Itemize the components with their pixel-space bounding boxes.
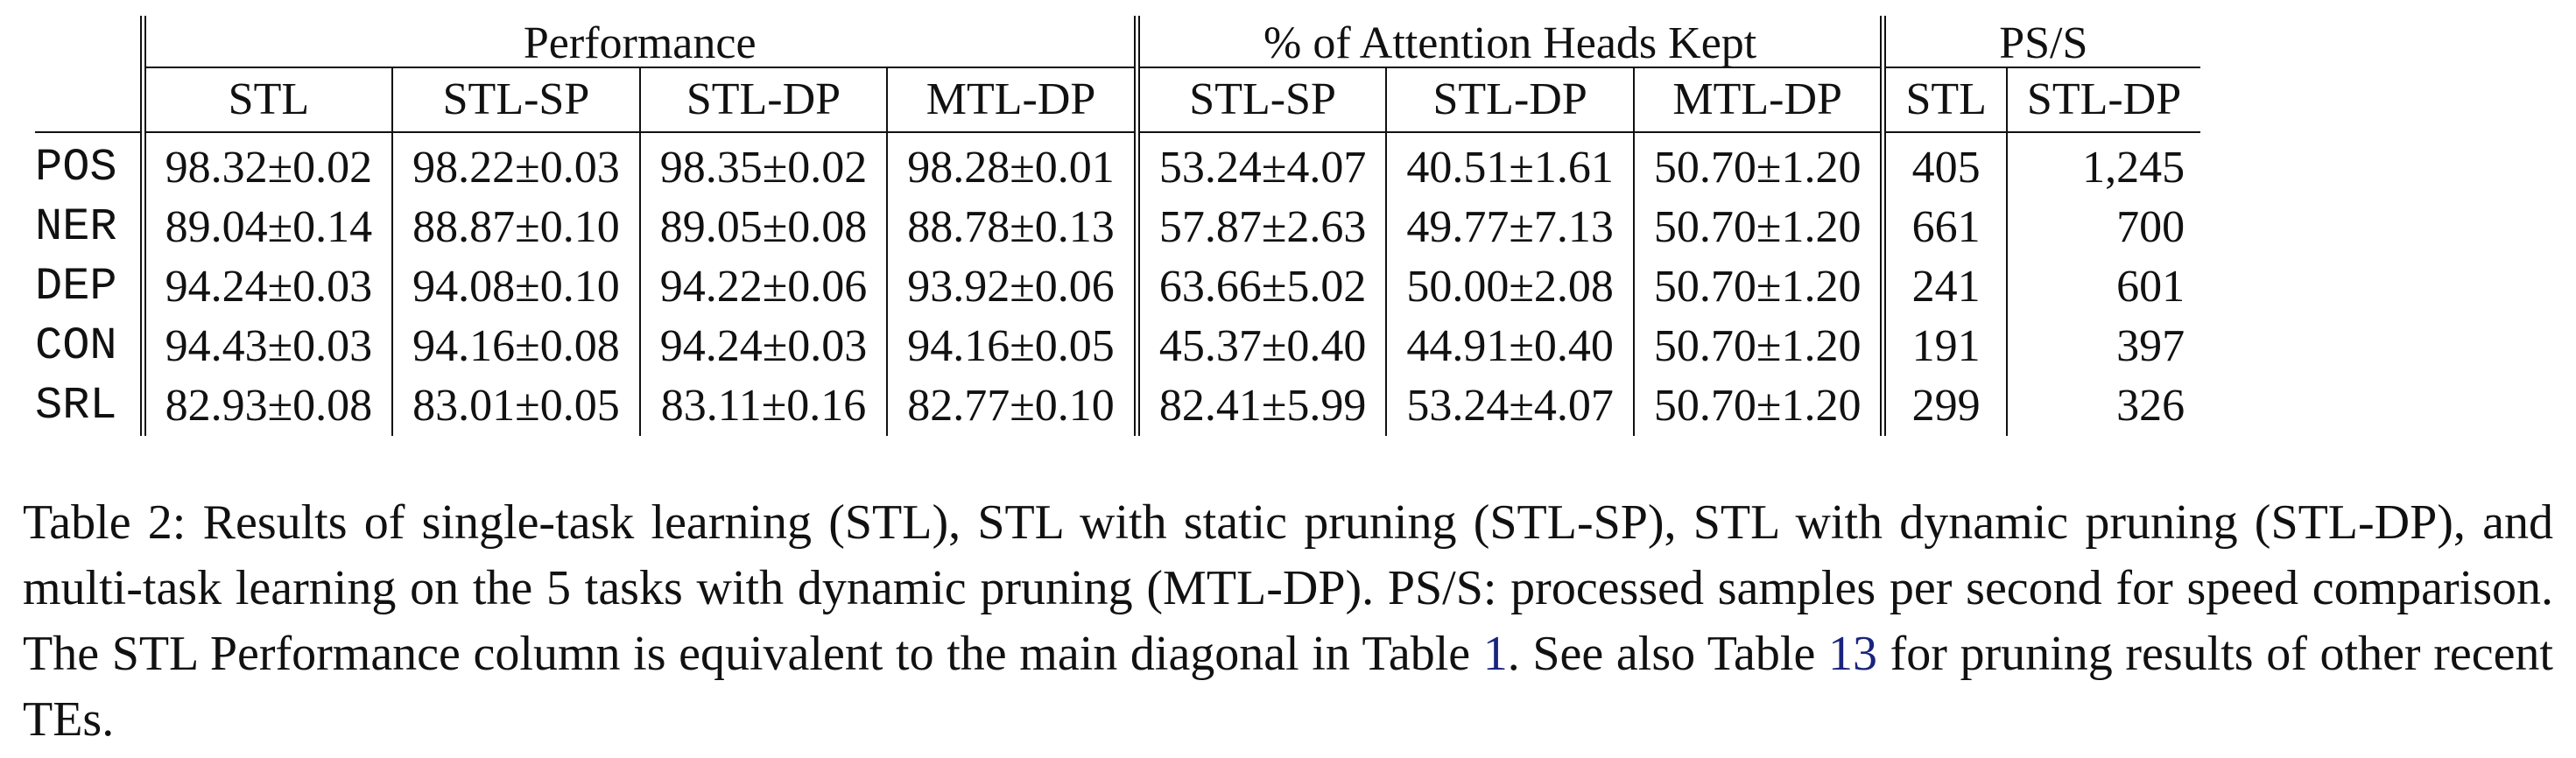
heads-stl-dp-cell: 49.77±7.13 xyxy=(1385,198,1634,257)
table-row: POS 98.32±0.02 98.22±0.03 98.35±0.02 98.… xyxy=(35,138,2201,198)
perf-mtl-dp-cell: 94.16±0.05 xyxy=(886,317,1137,376)
perf-stl-sp-cell: 94.08±0.10 xyxy=(391,257,640,317)
heads-stl-sp-cell: 63.66±5.02 xyxy=(1133,257,1387,317)
col-header-heads-stl-dp: STL-DP xyxy=(1385,67,1634,133)
pss-stl-cell: 405 xyxy=(1880,138,2007,198)
caption-text: . See also Table xyxy=(1507,627,1828,681)
pss-group-header: PS/S xyxy=(1880,16,2201,67)
table-row: DEP 94.24±0.03 94.08±0.10 94.22±0.06 93.… xyxy=(35,257,2201,317)
group-header-row: Performance % of Attention Heads Kept PS… xyxy=(35,16,2201,67)
heads-stl-dp-cell: 50.00±2.08 xyxy=(1385,257,1634,317)
col-header-perf-stl-dp: STL-DP xyxy=(638,67,888,133)
task-label: CON xyxy=(35,320,117,372)
sep-cell xyxy=(139,131,393,138)
perf-stl-cell: 82.93±0.08 xyxy=(139,376,393,436)
heads-kept-group-header: % of Attention Heads Kept xyxy=(1133,16,1883,67)
heads-stl-sp-cell: 82.41±5.99 xyxy=(1133,376,1387,436)
col-header-perf-mtl-dp: MTL-DP xyxy=(886,67,1137,133)
pss-stl-cell: 191 xyxy=(1880,317,2007,376)
sep-cell xyxy=(2005,131,2201,138)
table-caption: Table 2: Results of single-task learning… xyxy=(23,490,2553,753)
perf-stl-sp-cell: 83.01±0.05 xyxy=(391,376,640,436)
sub-header-row: STL STL-SP STL-DP MTL-DP STL-SP STL-DP M… xyxy=(35,67,2201,133)
perf-stl-dp-cell: 98.35±0.02 xyxy=(638,138,888,198)
col-header-pss-stl-dp: STL-DP xyxy=(2005,67,2201,133)
pss-stl-dp-cell: 1,245 xyxy=(2005,138,2201,198)
perf-mtl-dp-cell: 98.28±0.01 xyxy=(886,138,1137,198)
pss-stl-dp-cell: 601 xyxy=(2005,257,2201,317)
perf-stl-dp-cell: 94.22±0.06 xyxy=(638,257,888,317)
perf-mtl-dp-cell: 82.77±0.10 xyxy=(886,376,1137,436)
heads-stl-dp-cell: 53.24±4.07 xyxy=(1385,376,1634,436)
pss-stl-dp-cell: 326 xyxy=(2005,376,2201,436)
table-1-link[interactable]: 1 xyxy=(1482,627,1508,681)
caption-text: Table 2: Results of single-task learning… xyxy=(23,495,2553,681)
results-table: Performance % of Attention Heads Kept PS… xyxy=(35,16,2201,436)
perf-stl-cell: 89.04±0.14 xyxy=(139,198,393,257)
col-header-perf-stl: STL xyxy=(139,67,393,133)
heads-stl-dp-cell: 40.51±1.61 xyxy=(1385,138,1634,198)
task-label: SRL xyxy=(35,380,117,432)
separator-row xyxy=(35,131,2201,138)
heads-stl-sp-cell: 45.37±0.40 xyxy=(1133,317,1387,376)
stub-header xyxy=(35,16,143,67)
table-row: NER 89.04±0.14 88.87±0.10 89.05±0.08 88.… xyxy=(35,198,2201,257)
heads-stl-dp-cell: 44.91±0.40 xyxy=(1385,317,1634,376)
perf-stl-cell: 94.43±0.03 xyxy=(139,317,393,376)
task-label: DEP xyxy=(35,261,117,312)
pss-stl-cell: 241 xyxy=(1880,257,2007,317)
perf-stl-dp-cell: 89.05±0.08 xyxy=(638,198,888,257)
heads-stl-sp-cell: 57.87±2.63 xyxy=(1133,198,1387,257)
caption-text: for pruning results of other recent TEs. xyxy=(23,627,2553,747)
sep-cell xyxy=(391,131,640,138)
col-header-heads-mtl-dp: MTL-DP xyxy=(1632,67,1883,133)
sep-cell xyxy=(1385,131,1634,138)
col-header-heads-stl-sp: STL-SP xyxy=(1133,67,1387,133)
sep-cell xyxy=(1133,131,1387,138)
performance-group-header: Performance xyxy=(139,16,1137,67)
col-header-pss-stl: STL xyxy=(1880,67,2007,133)
perf-stl-sp-cell: 94.16±0.08 xyxy=(391,317,640,376)
perf-mtl-dp-cell: 93.92±0.06 xyxy=(886,257,1137,317)
heads-stl-sp-cell: 53.24±4.07 xyxy=(1133,138,1387,198)
stub-subheader xyxy=(35,67,144,133)
heads-mtl-dp-cell: 50.70±1.20 xyxy=(1632,257,1883,317)
perf-stl-dp-cell: 94.24±0.03 xyxy=(638,317,888,376)
table-13-link[interactable]: 13 xyxy=(1827,627,1877,681)
heads-mtl-dp-cell: 50.70±1.20 xyxy=(1632,376,1883,436)
task-label: NER xyxy=(35,201,117,253)
heads-mtl-dp-cell: 50.70±1.20 xyxy=(1632,317,1883,376)
pss-stl-dp-cell: 397 xyxy=(2005,317,2201,376)
perf-stl-cell: 98.32±0.02 xyxy=(139,138,393,198)
pss-stl-cell: 661 xyxy=(1880,198,2007,257)
heads-mtl-dp-cell: 50.70±1.20 xyxy=(1632,198,1883,257)
perf-stl-sp-cell: 98.22±0.03 xyxy=(391,138,640,198)
sep-cell xyxy=(35,131,144,138)
sep-cell xyxy=(886,131,1137,138)
sep-cell xyxy=(638,131,888,138)
sep-cell xyxy=(1632,131,1883,138)
pss-stl-cell: 299 xyxy=(1880,376,2007,436)
perf-stl-dp-cell: 83.11±0.16 xyxy=(638,376,888,436)
perf-mtl-dp-cell: 88.78±0.13 xyxy=(886,198,1137,257)
heads-mtl-dp-cell: 50.70±1.20 xyxy=(1632,138,1883,198)
table-row: SRL 82.93±0.08 83.01±0.05 83.11±0.16 82.… xyxy=(35,376,2201,436)
table-row: CON 94.43±0.03 94.16±0.08 94.24±0.03 94.… xyxy=(35,317,2201,376)
task-label: POS xyxy=(35,142,117,193)
perf-stl-cell: 94.24±0.03 xyxy=(139,257,393,317)
pss-stl-dp-cell: 700 xyxy=(2005,198,2201,257)
col-header-perf-stl-sp: STL-SP xyxy=(391,67,640,133)
sep-cell xyxy=(1880,131,2007,138)
perf-stl-sp-cell: 88.87±0.10 xyxy=(391,198,640,257)
